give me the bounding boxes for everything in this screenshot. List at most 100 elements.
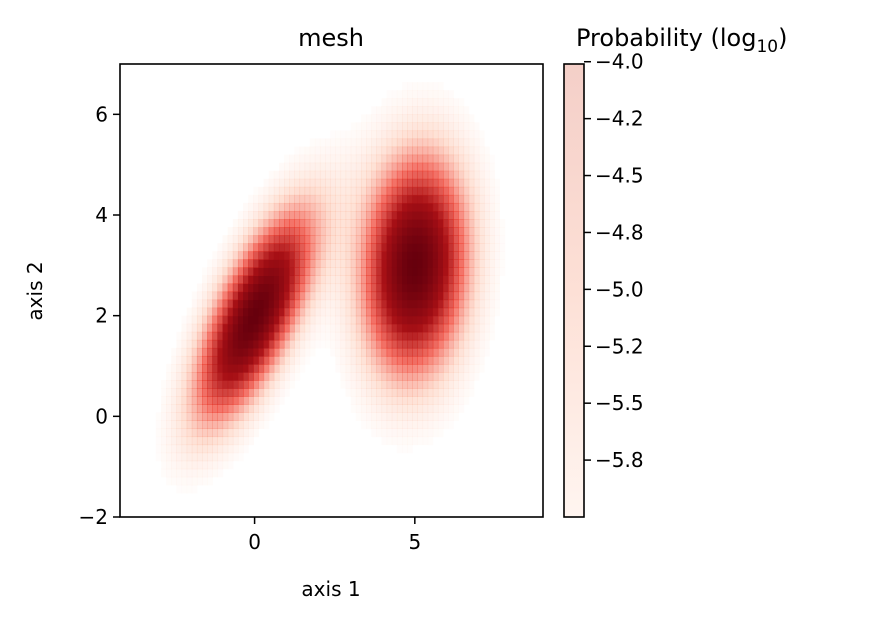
mesh-cell [355, 372, 362, 381]
mesh-cell [273, 372, 280, 381]
mesh-cell [473, 186, 480, 196]
mesh-cell [360, 235, 367, 244]
mesh-cell [273, 323, 280, 333]
mesh-cell [222, 404, 229, 413]
mesh-cell [335, 267, 342, 276]
mesh-cell [217, 275, 224, 285]
mesh-cell [432, 210, 439, 220]
mesh-cell [443, 194, 449, 204]
mesh-cell [186, 420, 193, 430]
mesh-cell [412, 331, 418, 341]
mesh-cell [494, 275, 501, 285]
mesh-cell [289, 355, 295, 365]
mesh-cell [289, 347, 295, 357]
mesh-cell [330, 170, 336, 180]
mesh-cell [258, 291, 265, 301]
mesh-cell [478, 267, 485, 276]
mesh-cell [355, 122, 362, 132]
mesh-cell [191, 404, 198, 413]
mesh-cell [227, 444, 234, 454]
mesh-cell [489, 235, 495, 244]
mesh-cell [381, 388, 388, 397]
mesh-cell [407, 388, 413, 397]
mesh-cell [473, 275, 480, 285]
mesh-cell [217, 259, 224, 268]
mesh-cell [412, 299, 418, 309]
mesh-cell [484, 331, 490, 341]
mesh-cell [468, 275, 475, 285]
mesh-cell [176, 331, 183, 341]
mesh-cell [191, 315, 198, 325]
mesh-cell [325, 315, 331, 325]
mesh-cell [453, 178, 459, 188]
mesh-cell [217, 396, 224, 405]
mesh-cell [325, 194, 331, 204]
mesh-cell [402, 420, 408, 430]
mesh-cell [463, 259, 470, 268]
mesh-cell [355, 227, 362, 236]
mesh-cell [330, 235, 336, 244]
mesh-cell [443, 372, 449, 381]
mesh-cell [402, 404, 408, 413]
mesh-cell [371, 138, 377, 148]
mesh-cell [484, 251, 490, 260]
mesh-cell [437, 420, 444, 430]
mesh-cell [355, 283, 362, 293]
mesh-cell [176, 372, 183, 381]
mesh-cell [381, 299, 388, 309]
mesh-cell [299, 355, 306, 365]
mesh-cell [340, 380, 347, 389]
mesh-cell [248, 404, 254, 413]
mesh-cell [355, 219, 362, 228]
mesh-cell [263, 219, 270, 228]
mesh-cell [386, 388, 393, 397]
mesh-cell [478, 299, 485, 309]
mesh-cell [278, 339, 285, 349]
mesh-cell [402, 243, 408, 252]
mesh-cell [412, 436, 418, 446]
mesh-cell [366, 299, 372, 309]
mesh-cell [268, 388, 275, 397]
mesh-cell [432, 82, 439, 91]
mesh-cell [284, 355, 290, 365]
mesh-cell [376, 130, 383, 140]
mesh-cell [314, 267, 321, 276]
mesh-cell [345, 219, 352, 228]
mesh-cell [212, 428, 219, 438]
mesh-cell [202, 452, 208, 462]
mesh-cell [417, 267, 424, 276]
mesh-cell [330, 331, 336, 341]
mesh-cell [243, 275, 249, 285]
mesh-cell [299, 219, 306, 228]
mesh-cell [340, 186, 347, 196]
mesh-cell [237, 299, 244, 309]
mesh-cell [278, 178, 285, 188]
mesh-cell [386, 259, 393, 268]
mesh-cell [212, 275, 219, 285]
mesh-cell [330, 259, 336, 268]
mesh-cell [176, 363, 183, 373]
mesh-cell [391, 347, 398, 357]
mesh-cell [484, 339, 490, 349]
mesh-cell [350, 363, 357, 373]
mesh-cell [176, 420, 183, 430]
mesh-cell [207, 307, 213, 317]
mesh-cell [412, 90, 418, 99]
mesh-cell [443, 267, 449, 276]
mesh-cell [432, 186, 439, 196]
mesh-cell [202, 428, 208, 438]
mesh-cell [448, 114, 454, 123]
mesh-cell [402, 339, 408, 349]
mesh-cell [443, 162, 449, 172]
mesh-cell [340, 219, 347, 228]
mesh-cell [176, 476, 183, 486]
mesh-cell [273, 388, 280, 397]
mesh-cell [278, 347, 285, 357]
mesh-cell [196, 283, 203, 293]
mesh-cell [350, 154, 357, 164]
mesh-cell [386, 251, 393, 260]
mesh-cell [278, 315, 285, 325]
mesh-cell [453, 106, 459, 115]
mesh-cell [366, 138, 372, 148]
mesh-cell [335, 162, 342, 172]
